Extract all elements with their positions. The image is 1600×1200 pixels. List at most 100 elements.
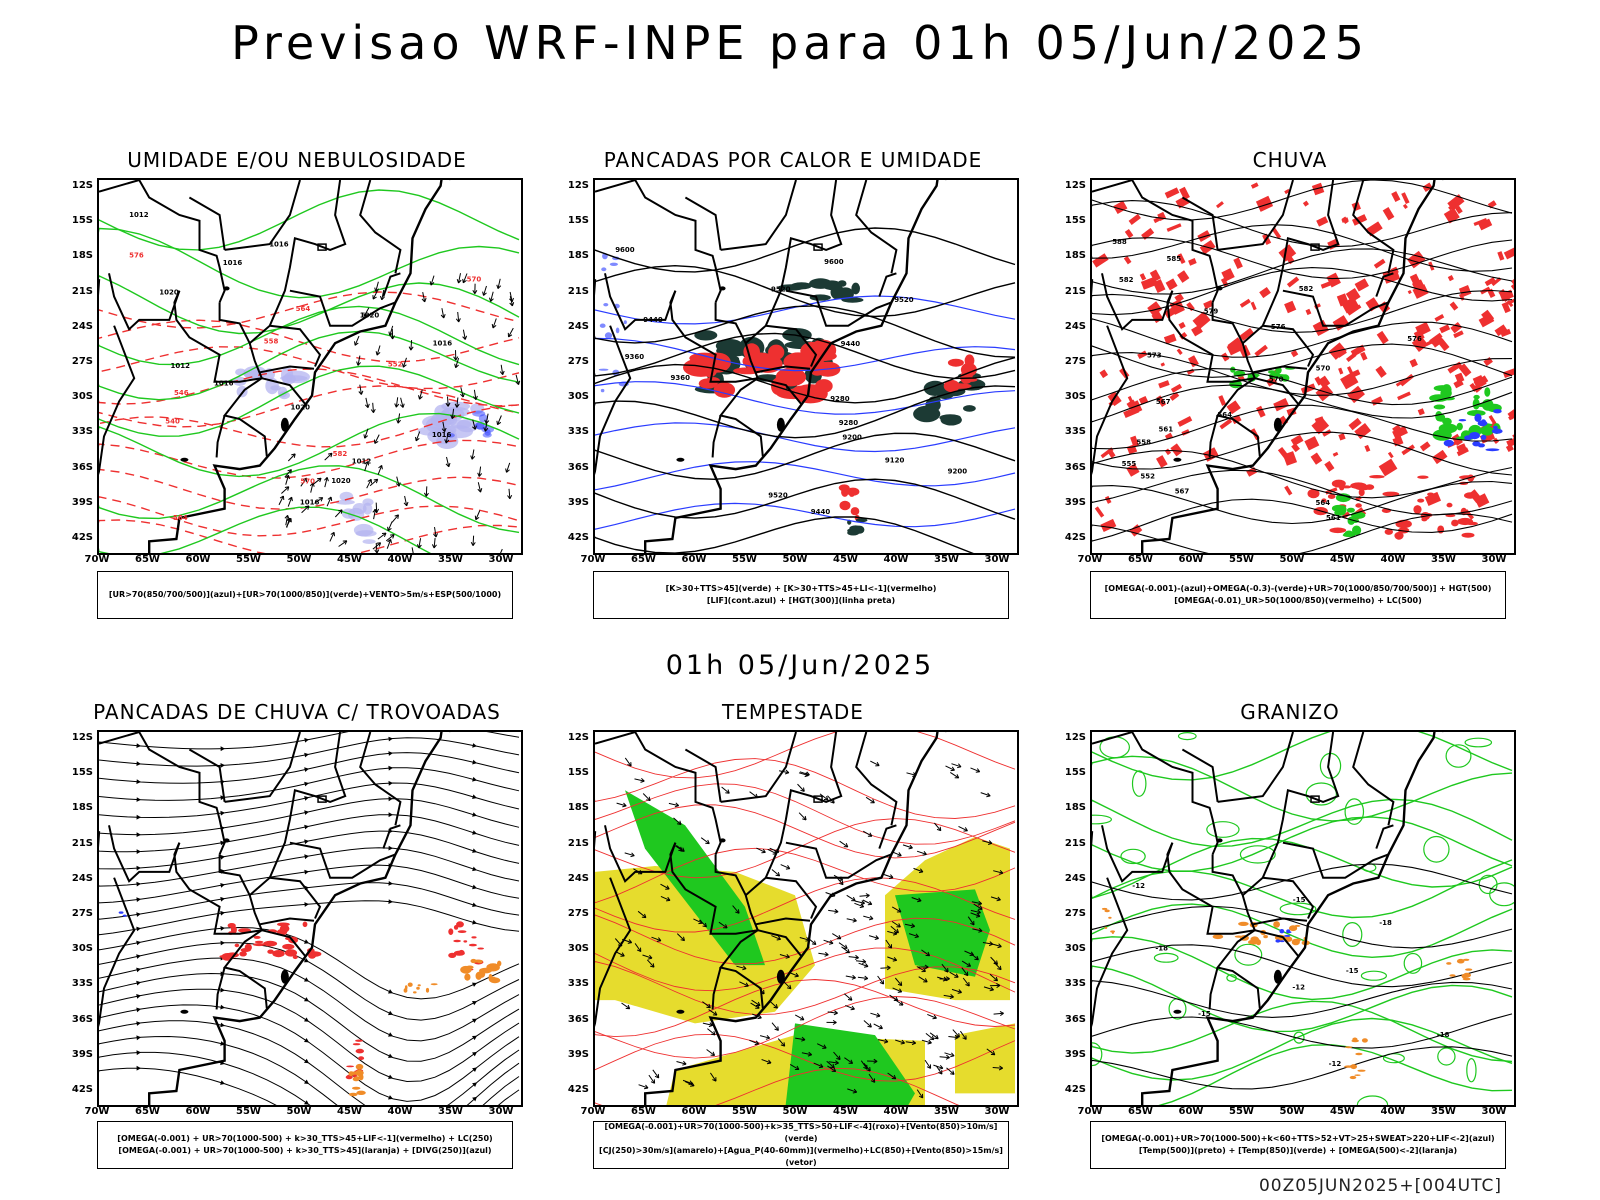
lon-tick-label: 40W [883, 554, 909, 565]
contour-label: -12 [1132, 882, 1145, 890]
lat-tick-label: 21S [71, 837, 93, 849]
contour-label: 582 [1299, 285, 1314, 293]
lat-tick-label: 15S [71, 767, 93, 779]
contour-label: 1020 [159, 289, 179, 297]
contour-label: 9200 [948, 467, 968, 475]
lat-tick-label: 15S [1064, 215, 1086, 227]
lat-tick-label: 27S [71, 908, 93, 919]
lon-tick-label: 35W [934, 1106, 959, 1117]
contour-label: 567 [1175, 487, 1190, 495]
lon-tick-label: 55W [236, 554, 261, 565]
lon-tick-label: 60W [681, 554, 707, 565]
lat-tick-label: 33S [71, 426, 93, 438]
lat-tick-label: 30S [1064, 391, 1086, 403]
map-plot-pancadas-calor: 9600 9600 9520 9520 9440 9440 9360 9360 9280 9280… [595, 180, 1017, 553]
contour-label: 9520 [894, 296, 914, 304]
lat-tick-label: 24S [1064, 320, 1086, 332]
contour-label: 1012 [352, 457, 372, 465]
lat-tick-label: 15S [1064, 767, 1086, 779]
contour-label: 1012 [171, 362, 191, 370]
lat-tick-label: 39S [567, 496, 589, 508]
lon-tick-label: 50W [782, 554, 808, 565]
contour-label: 546 [174, 389, 189, 397]
lon-tick-label: 70W [1077, 1106, 1103, 1117]
contour-label: 1020 [291, 404, 311, 412]
lat-tick-label: 27S [71, 356, 93, 367]
lat-tick-label: 24S [1064, 872, 1086, 884]
lon-tick-label: 55W [1229, 1106, 1254, 1117]
lon-tick-label: 65W [1128, 1106, 1153, 1117]
contour-label: 9440 [841, 340, 861, 348]
contour-label: 9280 [830, 395, 850, 403]
panel-title-tempestade: TEMPESTADE [722, 700, 864, 724]
legend-line: [UR>70(850/700/500)](azul)+[UR>70(1000/8… [108, 590, 502, 599]
lat-tick-label: 39S [71, 496, 93, 508]
map-panel-pancadas-calor: 9600 9600 9520 9520 9440 9440 9360 9360 9280 9280… [593, 178, 1019, 555]
contour-label: 1012 [129, 211, 149, 219]
contour-label: 1020 [331, 477, 351, 485]
lon-tick-label: 45W [337, 554, 362, 565]
contour-label: 573 [1147, 351, 1162, 359]
contour-label: 552 [1140, 473, 1155, 481]
lat-tick-label: 21S [1064, 837, 1086, 849]
lat-tick-label: 24S [567, 872, 589, 884]
map-panel-umidade: 1012 1016 1016 1020 1020 1016 1012 1016 1020 1016… [97, 178, 523, 555]
contour-label: 582 [333, 450, 348, 458]
lat-tick-label: 18S [567, 802, 589, 814]
contour-label: 567 [1156, 398, 1171, 406]
lon-tick-label: 70W [1077, 554, 1103, 565]
lon-tick-label: 55W [1229, 554, 1254, 565]
lat-tick-label: 30S [1064, 943, 1086, 955]
lon-tick-label: 35W [1431, 554, 1456, 565]
lat-tick-label: 39S [1064, 496, 1086, 508]
lon-tick-label: 60W [681, 1106, 707, 1117]
legend-line: [OMEGA(-0.01)_UR>50(1000/850)(vermelho) … [1174, 596, 1422, 605]
contour-label: 1016 [300, 498, 320, 506]
lat-tick-label: 24S [71, 320, 93, 332]
lat-tick-label: 24S [567, 320, 589, 332]
lon-tick-label: 40W [387, 554, 413, 565]
contour-label: 1016 [269, 240, 289, 248]
lon-tick-label: 65W [135, 554, 160, 565]
legend-box-chuva: [OMEGA(-0.001)-(azul)+OMEGA(-0.3)-(verde… [1090, 571, 1506, 619]
lon-tick-label: 40W [387, 1106, 413, 1117]
legend-line: [OMEGA(-0.001) + UR>70(1000-500) + k>30_… [118, 1146, 492, 1155]
legend-box-tempestade: [OMEGA(-0.001)+UR>70(1000-500)+k>35_TTS>… [593, 1121, 1009, 1169]
contour-label: 9440 [811, 508, 831, 516]
lon-tick-label: 35W [438, 554, 463, 565]
lon-tick-label: 65W [1128, 554, 1153, 565]
lat-tick-label: 15S [71, 215, 93, 227]
lon-tick-label: 50W [286, 554, 312, 565]
lon-tick-label: 45W [833, 1106, 858, 1117]
contour-label: -12 [1292, 983, 1305, 991]
legend-line: [LIF](cont.azul) + [HGT(300)](linha pret… [706, 596, 896, 605]
lat-tick-label: 12S [567, 732, 589, 743]
lat-tick-label: 33S [1064, 978, 1086, 990]
lat-tick-label: 12S [71, 180, 93, 191]
lon-tick-label: 60W [1178, 1106, 1204, 1117]
contour-label: 9280 [839, 419, 859, 427]
lat-tick-label: 30S [71, 391, 93, 403]
contour-label: 9120 [885, 457, 905, 465]
lon-tick-label: 50W [1279, 1106, 1305, 1117]
lon-tick-label: 45W [337, 1106, 362, 1117]
lat-tick-label: 18S [1064, 802, 1086, 814]
legend-line: [OMEGA(-0.001)+UR>70(1000-500)+k>35_TTS>… [604, 1122, 998, 1143]
map-plot-umidade: 1012 1016 1016 1020 1020 1016 1012 1016 1020 1016… [99, 180, 521, 553]
contour-label: 9600 [615, 246, 635, 254]
contour-label: 570 [467, 276, 482, 284]
lat-tick-label: 42S [71, 1084, 93, 1095]
contour-label: 570 [1269, 376, 1284, 384]
lon-tick-label: 30W [488, 1106, 514, 1117]
valid-time-title: 01h 05/Jun/2025 [665, 650, 935, 681]
legend-line: [OMEGA(-0.001)+UR>70(1000-500)+k<60+TTS>… [1101, 1134, 1495, 1143]
map-panel-granizo: -12 -15 -18 -18 -15 -12 -15 -18 -12 [1090, 730, 1516, 1107]
panel-title-chuva: CHUVA [1252, 148, 1328, 172]
contour-label: 9600 [824, 258, 844, 266]
lat-tick-label: 36S [567, 461, 589, 473]
lat-tick-label: 42S [567, 1084, 589, 1095]
lat-tick-label: 33S [567, 426, 589, 438]
lat-tick-label: 42S [71, 532, 93, 543]
lat-tick-label: 39S [71, 1048, 93, 1060]
lon-tick-label: 50W [1279, 554, 1305, 565]
